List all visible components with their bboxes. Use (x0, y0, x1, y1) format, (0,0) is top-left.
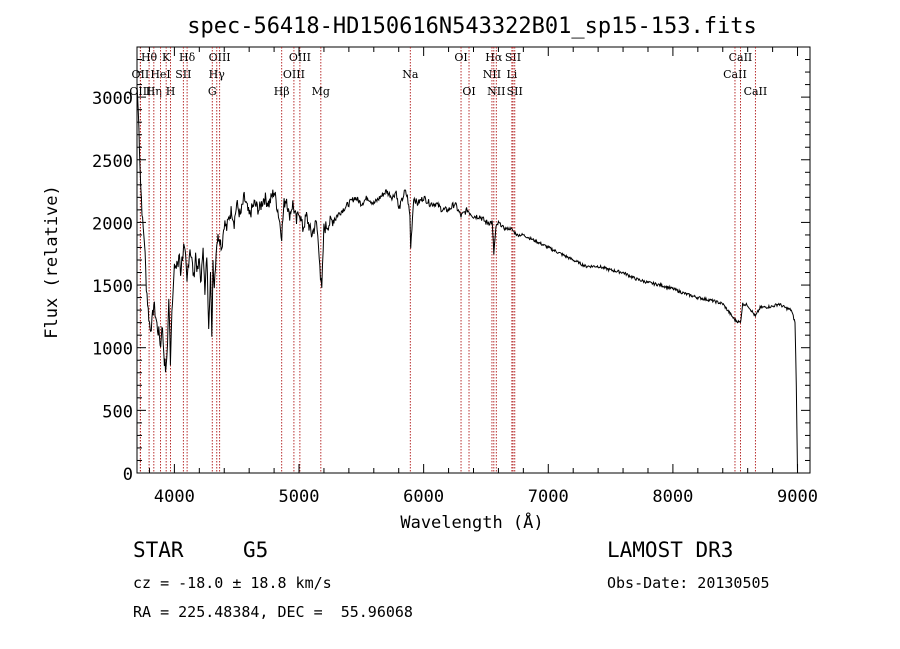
x-tick-label: 7000 (528, 487, 569, 507)
marker-label: NII (487, 85, 505, 98)
plot-area (136, 46, 811, 474)
marker-label: OIII (283, 68, 305, 81)
chart-title: spec-56418-HD150616N543322B01_sp15-153.f… (187, 14, 757, 39)
marker-label: OIII (289, 51, 311, 64)
marker-label: SII (507, 85, 523, 98)
marker-label: H (166, 85, 176, 98)
marker-label: CaII (744, 85, 768, 98)
y-tick-label: 1000 (92, 340, 133, 360)
y-tick-label: 2500 (92, 152, 133, 172)
marker-label: K (162, 51, 171, 64)
y-tick-label: 0 (123, 465, 133, 485)
marker-label: Hα (485, 51, 503, 64)
y-tick-label: 2000 (92, 214, 133, 234)
spectrum-series (136, 84, 798, 474)
redshift-text: cz = -18.0 ± 18.8 km/s (133, 574, 332, 592)
marker-label: Mg (312, 85, 330, 98)
marker-label: NII (483, 68, 501, 81)
x-tick-label: 5000 (279, 487, 320, 507)
x-tick-label: 4000 (154, 487, 195, 507)
y-axis-label: Flux (relative) (42, 185, 62, 339)
marker-label: CaII (723, 68, 747, 81)
x-tick-label: 9000 (777, 487, 818, 507)
marker-label: Hη (146, 85, 162, 98)
marker-label: Hβ (274, 85, 290, 98)
axes: 4000 5000 6000 7000 8000 9000 0 500 1000 1500 2000… (92, 46, 818, 507)
y-tick-label: 1500 (92, 277, 133, 297)
marker-label: G (208, 85, 217, 98)
survey-name: LAMOST DR3 (607, 538, 734, 562)
spectrum-line (136, 84, 798, 474)
x-axis-label: Wavelength (Å) (400, 511, 543, 533)
object-class: STAR (133, 538, 184, 562)
x-tick-label: 6000 (403, 487, 444, 507)
marker-label: Na (402, 68, 419, 81)
marker-label: HeI (150, 68, 170, 81)
marker-label: OIII (209, 51, 231, 64)
marker-label: Hγ (209, 68, 226, 81)
y-tick-label: 3000 (92, 89, 133, 109)
marker-label: SII (505, 51, 521, 64)
x-tick-label: 8000 (652, 487, 693, 507)
plot-frame (136, 46, 811, 474)
marker-label: Hθ (141, 51, 158, 64)
marker-label: OI (454, 51, 467, 64)
y-tick-label: 500 (102, 402, 133, 422)
marker-label: OI (462, 85, 475, 98)
marker-label: OIII (129, 85, 151, 98)
obs-date-text: Obs-Date: 20130505 (607, 574, 770, 592)
marker-label: Li (506, 68, 517, 81)
spectral-subclass: G5 (243, 538, 269, 562)
coordinates-text: RA = 225.48384, DEC = 55.96068 (133, 603, 413, 621)
marker-label: Hδ (179, 51, 196, 64)
marker-label: CaII (729, 51, 753, 64)
marker-label: SII (175, 68, 191, 81)
